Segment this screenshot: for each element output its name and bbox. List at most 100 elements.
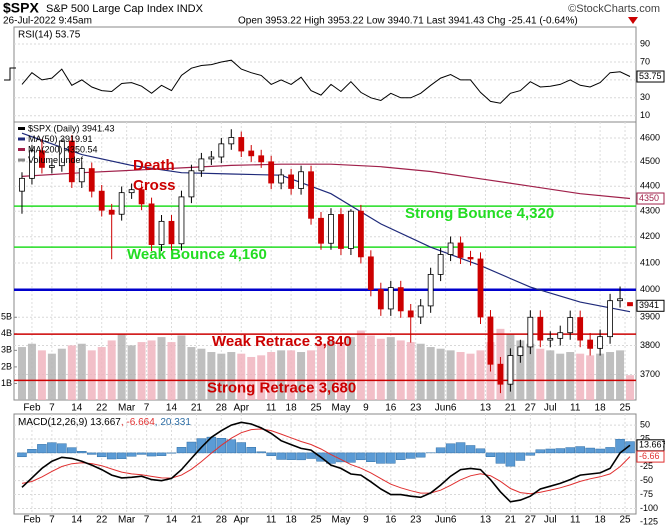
candle-body [88, 168, 95, 192]
macd-line [21, 421, 631, 503]
x-tick-label: 13 [480, 515, 492, 526]
histogram-bar [605, 447, 615, 454]
x-tick-label: 9 [363, 515, 369, 526]
macd-legend: MACD(12,26,9) 13.667, -6.664, 20.331 [18, 417, 191, 428]
y-tick-label: 4300 [640, 206, 660, 216]
x-tick-label: Jul [544, 515, 557, 526]
volume-bar [516, 340, 525, 400]
candle-body [108, 209, 115, 215]
candle-body [497, 363, 504, 385]
candle-body [228, 137, 235, 145]
x-tick-label: 27 [525, 515, 537, 526]
histogram-bar [266, 452, 276, 457]
x-tick-label: 22 [96, 515, 108, 526]
y-tick-label: -50 [640, 475, 653, 485]
volume-bar [556, 353, 565, 400]
x-tick-label: 16 [385, 515, 397, 526]
x-tick-label: 7 [49, 403, 55, 414]
volume-bar [616, 350, 625, 400]
candle-body [168, 220, 175, 245]
x-tick-label: May [331, 403, 350, 414]
legend-swatch [18, 127, 25, 130]
x-tick-label: 7 [49, 515, 55, 526]
x-tick-label: 25 [310, 403, 322, 414]
x-tick-label: Jul [544, 403, 557, 414]
histogram-bar [37, 444, 47, 454]
histogram-bar [405, 452, 416, 459]
x-tick-label: Mar [118, 515, 136, 526]
candle-body [39, 150, 45, 168]
histogram-bar [146, 452, 157, 457]
y-tick-label: 4200 [640, 231, 660, 241]
volume-bar [297, 352, 306, 400]
y-tick-label: 3900 [640, 312, 660, 322]
candle-body [158, 220, 165, 245]
volume-bar [67, 345, 76, 400]
x-tick-label: 18 [286, 403, 298, 414]
histogram-bar [47, 442, 57, 454]
candle-body [128, 189, 135, 194]
x-tick-label: 21 [191, 515, 203, 526]
histogram-bar [17, 452, 27, 458]
histogram-bar [136, 452, 147, 455]
x-tick-label: 25 [310, 515, 322, 526]
y-tick-label: 10 [640, 110, 650, 120]
legend-entry: MA(50) 3919.91 [28, 134, 93, 144]
candle-body [308, 171, 314, 219]
candle-body [248, 150, 255, 157]
legend-entry: MA(200) 4350.54 [28, 144, 98, 154]
histogram-bar [356, 452, 366, 461]
candle-body [68, 140, 75, 183]
x-tick-label: 22 [96, 403, 108, 414]
candle-body [98, 190, 105, 211]
volume-bar [107, 340, 116, 400]
histogram-bar [625, 441, 635, 454]
candle-body [557, 332, 564, 339]
histogram-bar [156, 452, 167, 456]
volume-bar [137, 342, 146, 400]
y-tick-label: 4100 [640, 257, 660, 267]
value-tag-label: 53.75 [639, 71, 662, 81]
candle-body [437, 254, 444, 275]
y-tick-label: 4500 [640, 156, 660, 166]
volume-bar [167, 342, 176, 400]
volume-bar [227, 352, 236, 400]
legend-swatch [18, 137, 25, 141]
candle-body [447, 242, 454, 255]
volume-bar [566, 352, 575, 400]
histogram-bar [545, 448, 556, 454]
candle-body [19, 177, 25, 192]
histogram-bar [445, 443, 456, 454]
x-tick-label: Mar [118, 403, 136, 414]
volume-bar [606, 352, 615, 400]
candle-body [208, 156, 215, 160]
histogram-bar [196, 438, 207, 454]
candle-body [547, 337, 554, 341]
legend-entry: Volume undef [28, 155, 84, 165]
candle-body [318, 217, 324, 244]
x-tick-label: Feb [23, 403, 41, 414]
volume-bar [87, 350, 96, 400]
level-label: Strong Retrace 3,680 [207, 379, 356, 396]
annotation: Cross [133, 177, 176, 194]
histogram-bar [475, 448, 486, 454]
candle-body [597, 336, 604, 349]
volume-bar [47, 353, 56, 400]
histogram-bar [276, 452, 286, 460]
level-label: Weak Bounce 4,160 [127, 246, 267, 263]
volume-bar [177, 335, 186, 400]
volume-bar [57, 348, 66, 400]
candle-body [397, 287, 404, 312]
histogram-bar [505, 452, 516, 467]
candle-body [477, 258, 484, 318]
x-tick-label: 14 [71, 403, 83, 414]
x-tick-label: 28 [216, 515, 228, 526]
candle-body [567, 317, 574, 334]
candle-body [138, 189, 145, 205]
candle-body [627, 302, 633, 307]
y-tick-label: 4600 [640, 132, 660, 142]
y-tick-label: 90 [640, 38, 650, 48]
volume-bar [536, 348, 545, 400]
value-tag-label: 13.667 [639, 440, 665, 450]
candle-body [407, 310, 414, 318]
